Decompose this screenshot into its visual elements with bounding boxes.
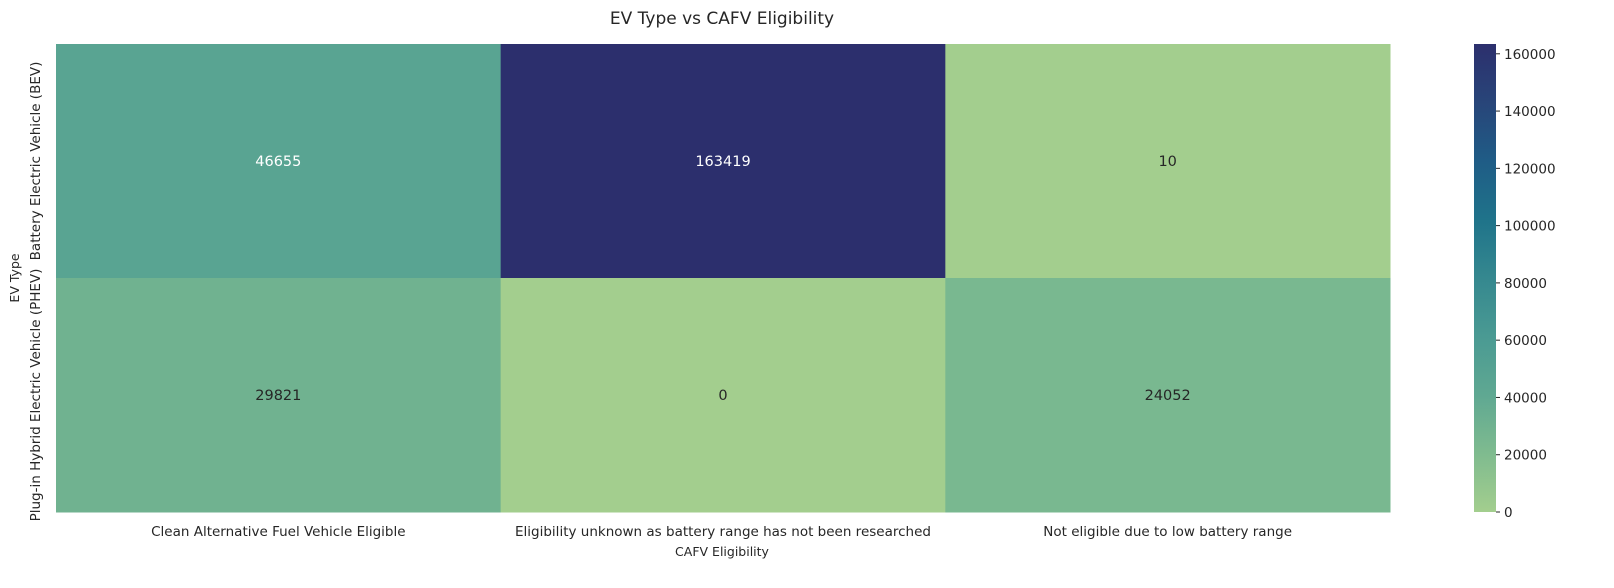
heatmap-cell (945, 278, 1391, 513)
x-tick-labels: Clean Alternative Fuel Vehicle Eligible E… (151, 524, 1292, 540)
chart-title: EV Type vs CAFV Eligibility (610, 9, 834, 29)
cell-value-label: 29821 (255, 388, 301, 404)
heatmap-cells: 46655 163419 10 29821 0 24052 (56, 44, 1391, 513)
cell-value-label: 24052 (1145, 388, 1191, 404)
cell-value-label: 46655 (255, 154, 301, 170)
colorbar-tick-label: 120000 (1504, 161, 1556, 177)
cell-value-label: 10 (1158, 154, 1176, 170)
colorbar-gradient (1474, 44, 1496, 512)
colorbar-tick-label: 100000 (1504, 219, 1556, 235)
x-tick-label: Clean Alternative Fuel Vehicle Eligible (151, 524, 405, 540)
heatmap-cell (500, 278, 946, 513)
x-axis-label: CAFV Eligibility (675, 544, 769, 559)
colorbar-tick-label: 160000 (1504, 47, 1556, 63)
colorbar: 0 20000 40000 60000 80000 100000 120000 140000 1… (1474, 44, 1556, 521)
x-tick-label: Not eligible due to low battery range (1043, 524, 1292, 540)
y-tick-label: Plug-in Hybrid Electric Vehicle (PHEV) (28, 269, 44, 522)
y-tick-labels: Battery Electric Vehicle (BEV) Plug-in Hy… (28, 62, 44, 522)
heatmap-cell (56, 44, 502, 279)
colorbar-tick-label: 60000 (1504, 333, 1547, 349)
cell-value-label: 0 (718, 388, 727, 404)
y-tick-label: Battery Electric Vehicle (BEV) (28, 62, 44, 261)
colorbar-tick-label: 40000 (1504, 390, 1547, 406)
heatmap-cell (56, 278, 502, 513)
x-tick-label: Eligibility unknown as battery range has… (515, 524, 931, 540)
colorbar-tick-label: 140000 (1504, 104, 1556, 120)
colorbar-tick-label: 20000 (1504, 448, 1547, 464)
cell-value-label: 163419 (695, 154, 750, 170)
heatmap-cell (500, 44, 946, 279)
colorbar-tick-label: 0 (1504, 505, 1513, 521)
y-axis-label: EV Type (7, 253, 22, 302)
colorbar-tick-label: 80000 (1504, 276, 1547, 292)
heatmap-cell (945, 44, 1391, 279)
